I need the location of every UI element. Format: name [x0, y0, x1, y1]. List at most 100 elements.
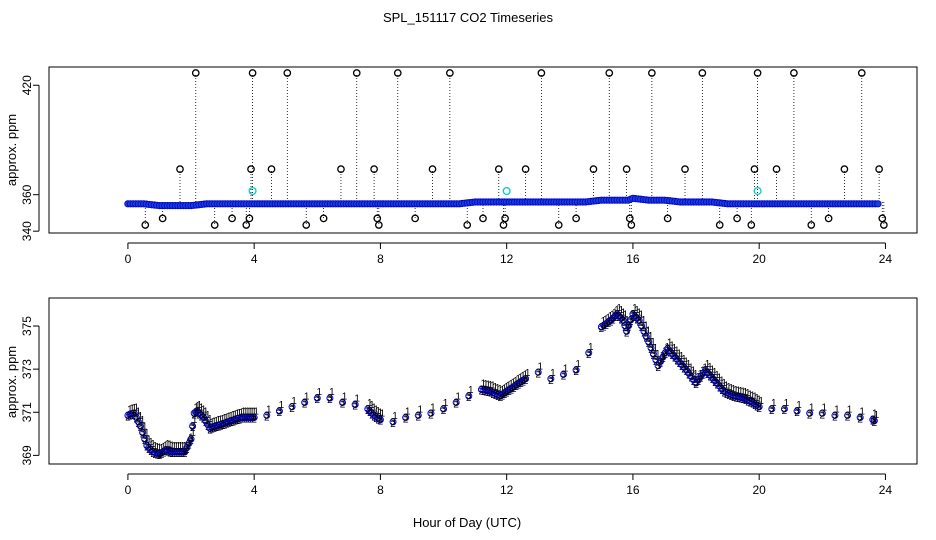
series-3-circle	[613, 310, 621, 318]
series-1-mark: 1	[418, 404, 424, 415]
series-1-mark: 1	[822, 402, 828, 413]
series-3-mark: 3	[315, 393, 321, 404]
series-3-circle	[870, 417, 878, 425]
series-1-mark: 1	[216, 415, 222, 426]
series-3-circle	[389, 418, 397, 426]
spike-point	[428, 165, 437, 174]
series-3-mark: 3	[251, 413, 257, 424]
series-1-mark: 1	[245, 407, 251, 418]
series-1-mark: 1	[222, 413, 228, 424]
series-3-circle	[572, 366, 580, 374]
series-1-mark: 1	[195, 401, 201, 412]
spike-point	[245, 214, 254, 223]
series-3-circle	[366, 407, 374, 415]
series-1-mark: 1	[180, 441, 186, 452]
series-3-mark: 3	[626, 321, 632, 332]
series-1-mark: 1	[714, 370, 720, 381]
series-1-mark: 1	[726, 382, 732, 393]
series-1-mark: 1	[632, 303, 638, 314]
spike-point	[589, 165, 598, 174]
series-3-mark: 3	[340, 397, 346, 408]
series-3-mark: 3	[632, 311, 638, 322]
series-1-mark: 1	[721, 378, 727, 389]
series-1-mark: 1	[483, 379, 489, 390]
series-3-mark: 3	[756, 402, 762, 413]
series-3-mark: 3	[199, 410, 205, 421]
series-3-mark: 3	[648, 343, 654, 354]
series-3-mark: 3	[220, 419, 226, 430]
series-1-mark: 1	[253, 407, 259, 418]
series-1-mark: 1	[127, 404, 133, 415]
series-3-mark: 3	[653, 355, 659, 366]
series-1-mark: 1	[138, 411, 144, 422]
series-3-mark: 3	[188, 434, 194, 445]
series-1-mark: 1	[724, 381, 730, 392]
series-3-mark: 3	[481, 385, 487, 396]
series-3-mark: 3	[146, 443, 152, 454]
series-1-mark: 1	[220, 414, 226, 425]
series-3-mark: 3	[191, 408, 197, 419]
cyan-point	[248, 186, 257, 196]
series-1-mark: 1	[662, 346, 668, 357]
spike-point	[373, 214, 382, 223]
spike-point	[176, 165, 184, 174]
series-3-circle	[402, 414, 410, 422]
series-3-mark: 3	[636, 316, 642, 327]
series-1-mark: 1	[373, 404, 379, 415]
series-3-mark: 3	[152, 448, 158, 459]
series-3-circle	[339, 398, 347, 406]
x-tick-label: 16	[626, 483, 640, 497]
series-1-mark: 1	[525, 368, 531, 379]
series-1-mark: 1	[182, 441, 188, 452]
series-3-mark: 3	[193, 407, 199, 418]
series-3-mark: 3	[416, 410, 422, 421]
spike-point	[210, 221, 219, 229]
y-tick-label: 373	[20, 359, 34, 379]
series-3-circle	[374, 414, 382, 422]
series-3-mark: 3	[729, 390, 735, 401]
series-1-mark: 1	[834, 404, 840, 415]
series-3-mark: 3	[167, 446, 173, 457]
series-3-circle	[179, 448, 187, 456]
series-1-mark: 1	[136, 407, 142, 418]
series-3-mark: 3	[302, 397, 308, 408]
series-3-circle	[301, 398, 309, 406]
series-3-circle	[137, 422, 145, 430]
series-3-circle	[607, 317, 615, 325]
series-3-mark: 3	[376, 413, 382, 424]
series-1-mark: 1	[329, 387, 335, 398]
series-1-mark: 1	[192, 415, 198, 426]
series-3-mark: 3	[639, 321, 645, 332]
series-3-mark: 3	[230, 415, 236, 426]
series-3-circle	[465, 392, 473, 400]
series-1-mark: 1	[378, 407, 384, 418]
spike-point	[411, 214, 419, 223]
series-3-circle	[440, 405, 448, 413]
series-3-mark: 3	[736, 392, 742, 403]
series-3-circle	[647, 344, 655, 352]
series-1-mark: 1	[752, 391, 758, 402]
series-1-mark: 1	[872, 409, 878, 420]
series-3-mark: 3	[239, 413, 245, 424]
series-3-circle	[611, 312, 619, 320]
series-1-mark: 1	[497, 384, 503, 395]
series-1-mark: 1	[218, 414, 224, 425]
series-3-circle	[753, 401, 761, 409]
series-3-mark: 3	[743, 394, 749, 405]
spike-point	[521, 165, 530, 174]
series-3-mark: 3	[624, 326, 630, 337]
series-1-mark: 1	[626, 320, 632, 331]
series-3-circle	[139, 429, 147, 437]
series-1-mark: 1	[380, 409, 386, 420]
series-3-mark: 3	[127, 410, 133, 421]
spike-point	[840, 165, 849, 174]
series-3-mark: 3	[453, 397, 459, 408]
series-3-circle	[313, 394, 321, 402]
spike-point	[501, 214, 509, 223]
series-3-mark: 3	[870, 415, 876, 426]
series-3-circle	[631, 312, 639, 320]
series-1-mark: 1	[243, 407, 249, 418]
series-3-circle	[187, 435, 195, 443]
series-3-mark: 3	[367, 406, 373, 417]
